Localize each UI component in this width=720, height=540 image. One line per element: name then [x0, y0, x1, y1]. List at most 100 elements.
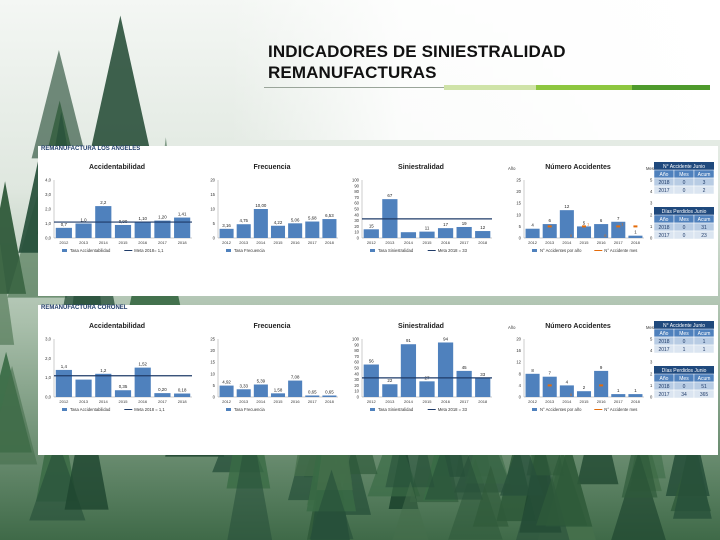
stats-table: N° Accidente Junio Año Mes Acum 2018 0 1 2017 1 1 [653, 321, 715, 354]
table-title-bg [654, 162, 714, 170]
table-cell: 2 [703, 188, 706, 194]
cor-3-bar [594, 370, 609, 397]
tree [90, 15, 151, 152]
cor-2-xtick: 2013 [385, 399, 395, 404]
la-1-bar [305, 221, 320, 238]
tree [309, 469, 354, 540]
la-3-legend-swatch [532, 249, 537, 252]
la-0-xtick: 2014 [99, 240, 109, 245]
la-0-ytick: 2,0 [45, 207, 51, 212]
cor-3-ytick: 4 [519, 383, 522, 388]
la-3-data-label: 12 [564, 204, 569, 209]
cor-0-chart: Accidentabilidad 0,0 1,0 2,0 3,0 1,4 2012 2013 1… [45, 323, 192, 412]
la-2-ytick: 10 [354, 230, 359, 235]
la-2-legend-swatch [370, 249, 375, 252]
la-2-xtick: 2012 [367, 240, 377, 245]
table-cell: 2017 [658, 347, 669, 353]
la-0-ytick: 0,0 [45, 236, 51, 241]
la-2-data-label: 11 [425, 226, 430, 231]
la-3-y2tick: 2 [650, 212, 653, 217]
cor-3-mes-marker [547, 384, 552, 387]
cor-3-xtick: 2014 [562, 399, 572, 404]
cor-3-ytick: 8 [519, 371, 522, 376]
la-2-data-label: 19 [462, 221, 467, 226]
cor-3-bar [576, 391, 592, 397]
la-2-legend-label: Meta 2018 = 33 [438, 248, 468, 253]
cor-3-xtick: 2015 [580, 399, 590, 404]
la-3-ytick: 0 [519, 236, 522, 241]
table-cell: 1 [683, 347, 686, 353]
la-1-xtick: 2016 [291, 240, 301, 245]
la-3-xtick: 2018 [631, 240, 641, 245]
la-3-mes-marker [616, 225, 621, 228]
cor-1-xtick: 2015 [274, 399, 284, 404]
cor-1-data-label: 1,58 [274, 387, 283, 392]
cor-2-ytick: 0 [357, 395, 360, 400]
cor-2-ytick: 90 [354, 342, 359, 347]
los-angeles-charts: Accidentabilidad0,01,02,03,04,00,720121,… [45, 162, 715, 253]
la-3-legend-label: N° Accidente mes [604, 248, 637, 253]
table-header: Año [660, 217, 669, 223]
la-3-y2tick: 1 [650, 224, 653, 229]
cor-3-legend-label: N° Accidentes por año [540, 407, 582, 412]
cor-3-ytick: 20 [516, 337, 521, 342]
cor-2-legend-label: Tasa Siniestralidad [378, 407, 414, 412]
cor-3-legend-swatch [532, 408, 537, 411]
table-cell: 1 [703, 347, 706, 353]
la-3-mes-label: 1 [621, 221, 624, 226]
cor-2-xtick: 2014 [404, 399, 414, 404]
la-3-xtick: 2017 [614, 240, 624, 245]
la-0-bar [55, 227, 72, 238]
cor-3-xtick: 2016 [597, 399, 607, 404]
stats-table: Días Perdidos Junio Año Mes Acum 2018 0 51 2017… [653, 366, 715, 399]
cor-2-xtick: 2017 [460, 399, 470, 404]
la-3-ytick: 5 [519, 224, 522, 229]
la-0-bar [75, 223, 92, 238]
la-0-data-label: 1,20 [158, 215, 167, 220]
table-cell: 0 [683, 339, 686, 345]
cor-0-ytick: 3,0 [45, 337, 51, 342]
cor-1-ytick: 0 [213, 395, 216, 400]
table-cell: 2017 [658, 233, 669, 239]
table-header: Mes [679, 331, 689, 337]
table-cell: 3 [703, 180, 706, 186]
cor-2-data-label: 56 [369, 359, 374, 364]
cor-3-y2tick: 2 [650, 371, 653, 376]
table-cell: 2017 [658, 188, 669, 194]
cor-1-legend-swatch [226, 408, 231, 411]
la-0-chart: Accidentabilidad 0,0 1,0 2,0 3,0 4,0 0,7 2012 1,… [45, 164, 192, 253]
la-3-mes-label: 0 [570, 233, 573, 238]
la-2-bar [437, 228, 454, 238]
cor-0-xtick: 2015 [119, 399, 129, 404]
title-divider [264, 85, 710, 90]
cor-0-xtick: 2012 [59, 399, 69, 404]
la-2-xtick: 2018 [478, 240, 488, 245]
cor-1-data-label: 5,39 [257, 378, 266, 383]
la-3-ytick: 25 [516, 178, 521, 183]
stats-table: Días Perdidos Junio Año Mes Acum 2018 0 31 2017… [653, 207, 715, 240]
tree [0, 365, 38, 465]
la-3-legend-label: N° Accidentes por año [540, 248, 582, 253]
la-3-xtick: 2013 [545, 240, 555, 245]
cor-1-title: Frecuencia [254, 323, 291, 330]
table-title-bg [654, 321, 714, 329]
table-title: Días Perdidos Junio [662, 368, 707, 374]
la-2-bar [400, 232, 417, 238]
cor-2-legend-swatch [370, 408, 375, 411]
cor-3-ylabel-left: Año [508, 325, 516, 330]
cor-3-xtick: 2017 [614, 399, 624, 404]
tree [621, 415, 658, 498]
cor-3-chart: Número Accidentes04812162082012720134201… [508, 323, 654, 412]
cor-1-xtick: 2017 [308, 399, 318, 404]
la-2-ytick: 20 [354, 224, 359, 229]
cor-3-bar [542, 376, 557, 397]
table-cell: 2018 [658, 339, 669, 345]
la-1-bar [322, 219, 337, 238]
cor-0-bar [95, 373, 112, 397]
table-cell: 365 [700, 392, 709, 398]
cor-1-ytick: 20 [210, 348, 215, 353]
cor-0-data-label: 0,35 [119, 384, 128, 389]
la-2-xtick: 2015 [423, 240, 433, 245]
cor-1-xtick: 2014 [256, 399, 266, 404]
la-1-ytick: 15 [210, 192, 215, 197]
